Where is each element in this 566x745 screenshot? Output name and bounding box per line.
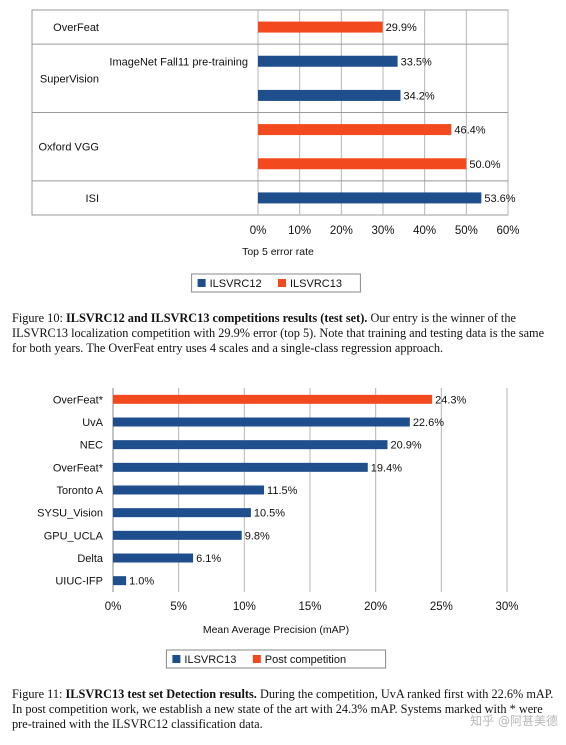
- tick-label: 40%: [413, 225, 436, 237]
- category-label: SYSU_Vision: [37, 508, 103, 520]
- fig11-bold: ILSVRC13 test set Detection results.: [65, 687, 257, 701]
- tick-label: 20%: [364, 601, 387, 613]
- tick-label: 5%: [170, 601, 187, 613]
- legend-label: ILSVRC12: [210, 278, 262, 290]
- bar: [113, 417, 410, 427]
- tick-label: 0%: [105, 601, 122, 613]
- bar: [258, 89, 401, 101]
- category-label: OverFeat*: [53, 462, 104, 474]
- value-label: 53.6%: [484, 193, 515, 205]
- tick-label: 50%: [455, 225, 478, 237]
- chart-localization-results: 0% 10% 20% 30% 40% 50% 60% 29.9% OverFeat 33.5% 34…: [31, 9, 520, 293]
- bar: [113, 553, 194, 563]
- value-label: 10.5%: [254, 508, 285, 520]
- bar: [113, 394, 433, 404]
- legend-label: ILSVRC13: [290, 278, 342, 290]
- tick-label: 15%: [298, 601, 321, 613]
- bar: [113, 462, 368, 472]
- bar: [258, 21, 383, 33]
- bar: [113, 576, 127, 586]
- tick-label: 10%: [233, 601, 256, 613]
- category-label: Delta: [77, 553, 104, 565]
- tick-label: 0%: [250, 225, 267, 237]
- value-label: 9.8%: [245, 530, 270, 542]
- tick-label: 10%: [288, 225, 311, 237]
- group-label: SuperVision: [40, 73, 99, 85]
- watermark: 知乎 @阿甚美德: [470, 714, 558, 728]
- bar: [113, 485, 265, 495]
- value-label: 50.0%: [469, 159, 500, 171]
- value-label: 6.1%: [196, 553, 221, 565]
- bar: [258, 124, 452, 136]
- bar: [258, 158, 467, 170]
- legend-box: [191, 273, 361, 293]
- value-label: 24.3%: [435, 394, 466, 406]
- group-label: ISI: [86, 193, 99, 205]
- legend-swatch: [278, 279, 286, 287]
- value-label: 33.5%: [401, 56, 432, 68]
- value-label: 46.4%: [454, 125, 485, 137]
- tick-label: 20%: [330, 225, 353, 237]
- legend-swatch: [172, 655, 181, 663]
- bar: [113, 530, 242, 540]
- figure-10-caption: Figure 10: ILSVRC12 and ILSVRC13 competi…: [12, 311, 554, 356]
- x-axis-label: Top 5 error rate: [242, 246, 314, 258]
- value-label: 20.9%: [390, 440, 421, 452]
- chart-detection-results: 0% 5% 10% 15% 20% 25% 30% 24.3% OverFeat* 22.6% Uv…: [37, 388, 519, 669]
- legend-label: ILSVRC13: [184, 654, 236, 666]
- group-label: Oxford VGG: [38, 142, 99, 154]
- category-label: NEC: [80, 440, 103, 452]
- value-label: 19.4%: [371, 462, 402, 474]
- tick-label: 30%: [371, 225, 394, 237]
- x-axis-label: Mean Average Precision (mAP): [203, 624, 349, 636]
- bar: [113, 440, 388, 450]
- category-label: UvA: [82, 417, 103, 429]
- fig10-bold: ILSVRC12 and ILSVRC13 competitions resul…: [65, 311, 368, 325]
- bar: [258, 55, 398, 67]
- bar: [113, 508, 251, 518]
- value-label: 1.0%: [129, 576, 154, 588]
- value-label: 11.5%: [267, 485, 298, 497]
- group-sublabel: ImageNet Fall11 pre-training: [109, 56, 248, 68]
- tick-label: 30%: [495, 601, 518, 613]
- fig11-prefix: Figure 11:: [12, 687, 66, 701]
- legend-label: Post competition: [265, 654, 346, 666]
- category-label: UIUC-IFP: [55, 576, 103, 588]
- group-label: OverFeat: [53, 22, 99, 34]
- category-label: GPU_UCLA: [44, 530, 104, 542]
- fig11-text: During the competition, UvA ranked first…: [12, 687, 554, 731]
- value-label: 34.2%: [404, 90, 435, 102]
- fig10-prefix: Figure 10:: [12, 311, 66, 325]
- value-label: 22.6%: [413, 417, 444, 429]
- tick-label: 25%: [430, 601, 453, 613]
- tick-label: 60%: [496, 225, 519, 237]
- value-label: 29.9%: [386, 22, 417, 34]
- category-label: OverFeat*: [53, 394, 104, 406]
- figure-11-caption: Figure 11: ILSVRC13 test set Detection r…: [12, 687, 554, 732]
- bar: [258, 192, 482, 204]
- legend-box: [165, 649, 387, 669]
- legend-swatch: [252, 655, 261, 663]
- fig10-text: Our entry is the winner of the ILSVRC13 …: [12, 311, 545, 355]
- legend-swatch: [197, 279, 206, 287]
- category-label: Toronto A: [57, 485, 104, 497]
